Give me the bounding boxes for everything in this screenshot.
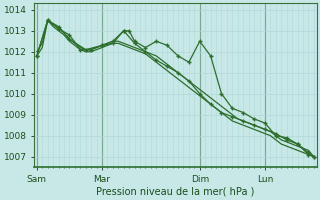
X-axis label: Pression niveau de la mer( hPa ): Pression niveau de la mer( hPa ) — [96, 187, 254, 197]
